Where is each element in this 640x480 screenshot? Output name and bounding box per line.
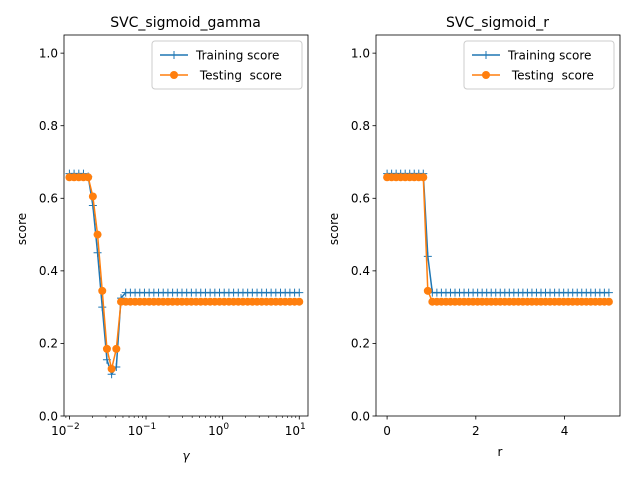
r-legend-marker — [482, 51, 490, 59]
gamma-title: SVC_sigmoid_gamma — [110, 15, 261, 31]
gamma-xtick-exponent: 0 — [223, 422, 229, 432]
gamma-point-marker — [295, 297, 304, 306]
r-point-marker — [419, 173, 428, 182]
gamma-ytick-label: 0.2 — [39, 337, 58, 351]
r-legend-frame — [463, 40, 615, 90]
r-ytick-label: 1.0 — [351, 46, 370, 60]
gamma-ytick-label: 0.0 — [39, 409, 58, 423]
r-xlabel: r — [498, 445, 503, 459]
r-legend: Training score Testing score — [463, 40, 615, 90]
gamma-legend-label: Testing score — [196, 68, 282, 82]
gamma-point-marker — [98, 286, 107, 295]
r-ytick-label: 0.4 — [351, 264, 370, 278]
gamma-legend-label: Training score — [195, 48, 279, 62]
gamma-point-marker — [84, 173, 93, 182]
gamma-point-marker — [93, 230, 102, 239]
gamma-point-marker — [93, 248, 102, 257]
gamma-legend-marker — [170, 51, 178, 59]
r-ytick-label: 0.2 — [351, 337, 370, 351]
gamma-xtick-exponent: −1 — [143, 422, 156, 432]
gamma-legend: Training score Testing score — [151, 40, 303, 90]
r-xtick-label: 2 — [472, 424, 480, 438]
r-plot-area: 0.0 0.2 0.4 0.6 0.8 1.0 0 2 4 Training score Test… — [351, 34, 621, 438]
r-ytick-label: 0.8 — [351, 119, 370, 133]
gamma-plot-area: 0.00.20.40.60.81.010−2 10−1 100 101Training… — [39, 34, 309, 438]
gamma-point-marker — [107, 364, 116, 373]
r-series-training — [383, 169, 613, 297]
gamma-ytick-label: 1.0 — [39, 46, 58, 60]
r-series-testing — [383, 173, 613, 306]
gamma-legend-marker — [170, 71, 178, 79]
gamma-xtick-exponent: 1 — [300, 422, 306, 432]
plot-r: SVC_sigmoid_r score r — [327, 15, 549, 459]
r-xtick-label: 0 — [383, 424, 391, 438]
r-legend-label: Testing score — [508, 68, 594, 82]
gamma-ytick-label: 0.8 — [39, 119, 58, 133]
r-xtick-label: 4 — [561, 424, 569, 438]
r-ylabel: score — [327, 213, 341, 245]
gamma-xtick-exponent: −2 — [66, 422, 79, 432]
r-point-marker — [423, 252, 432, 261]
r-title: SVC_sigmoid_r — [446, 15, 549, 31]
r-legend-label: Training score — [507, 48, 591, 62]
r-point-marker — [604, 297, 613, 306]
r-point-marker — [423, 286, 432, 295]
gamma-point-marker — [88, 201, 97, 210]
gamma-point-marker — [295, 288, 304, 297]
gamma-axes-frame — [63, 34, 309, 417]
gamma-ytick-label: 0.4 — [39, 264, 58, 278]
gamma-xlabel: γ — [182, 449, 190, 463]
plot-gamma: SVC_sigmoid_gamma score γ — [15, 15, 261, 463]
gamma-point-marker — [98, 303, 107, 312]
gamma-point-marker — [102, 344, 111, 353]
gamma-legend-frame — [151, 40, 303, 90]
gamma-series-testing — [65, 173, 304, 373]
r-ytick-label: 0.6 — [351, 192, 370, 206]
gamma-point-marker — [112, 344, 121, 353]
r-axes-frame — [375, 34, 621, 417]
gamma-ytick-label: 0.6 — [39, 192, 58, 206]
r-ytick-label: 0.0 — [351, 409, 370, 423]
r-legend-marker — [482, 71, 490, 79]
r-point-marker — [604, 288, 613, 297]
gamma-point-marker — [88, 192, 97, 201]
gamma-ylabel: score — [15, 213, 29, 245]
